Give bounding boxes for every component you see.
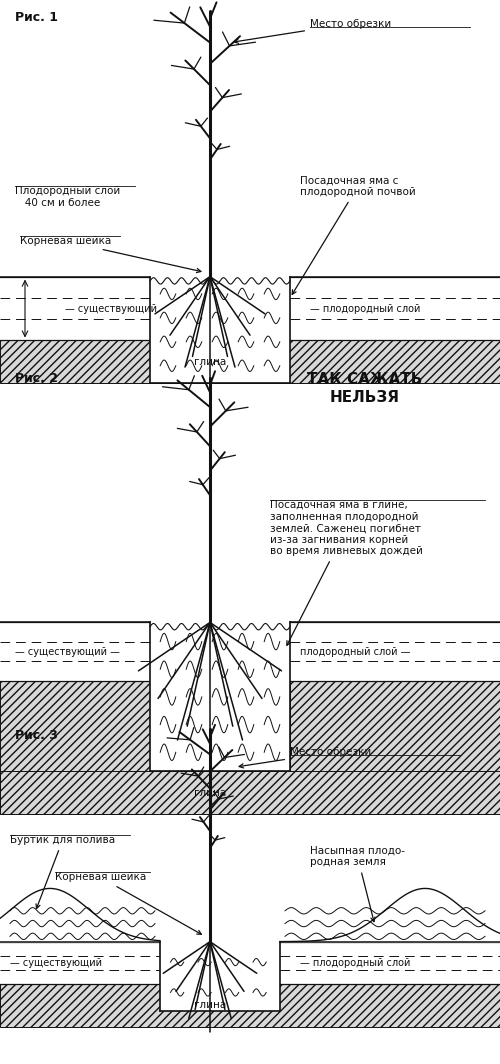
Bar	[0, 622, 150, 681]
Text: Посадочная яма в глине,
заполненная плодородной
землей. Саженец погибнет
из-за з: Посадочная яма в глине, заполненная плод…	[270, 500, 423, 646]
Bar	[0, 724, 500, 1064]
Text: — существующий —: — существующий —	[15, 647, 120, 656]
Bar	[0, 277, 150, 340]
Text: — существующий: — существующий	[65, 303, 157, 314]
Bar	[0, 771, 500, 814]
Text: плодородный слой —: плодородный слой —	[300, 647, 410, 656]
Text: Корневая шейка: Корневая шейка	[20, 236, 201, 272]
Bar	[290, 622, 500, 681]
Text: Посадочная яма с
плодородной почвой: Посадочная яма с плодородной почвой	[292, 176, 416, 295]
Bar	[0, 942, 160, 984]
Text: Место обрезки: Место обрезки	[234, 18, 391, 44]
Text: — плодородный слой: — плодородный слой	[300, 958, 410, 968]
Text: Рис. 2: Рис. 2	[15, 372, 58, 385]
Bar	[280, 942, 500, 984]
Text: глина: глина	[194, 356, 226, 367]
Text: Рис. 3: Рис. 3	[15, 729, 58, 742]
Text: Насыпная плодо-
родная земля: Насыпная плодо- родная земля	[310, 846, 405, 921]
Bar	[0, 681, 150, 814]
Bar	[150, 622, 290, 771]
Text: Место обрезки: Место обрезки	[239, 747, 371, 768]
Text: — существующий: — существующий	[10, 958, 102, 968]
Bar	[160, 942, 280, 1011]
Text: ТАК САЖАТЬ
НЕЛЬЗЯ: ТАК САЖАТЬ НЕЛЬЗЯ	[308, 372, 422, 404]
Bar	[0, 984, 500, 1027]
Text: — плодородный слой: — плодородный слой	[310, 303, 420, 314]
Bar	[290, 277, 500, 340]
Bar	[0, 0, 500, 367]
Text: Плодородный слой
   40 см и более: Плодородный слой 40 см и более	[15, 186, 120, 207]
Text: Рис. 1: Рис. 1	[15, 11, 58, 23]
Text: Буртик для полива: Буртик для полива	[10, 835, 115, 909]
Text: глина: глина	[194, 787, 226, 798]
Bar	[290, 681, 500, 814]
Text: Корневая шейка: Корневая шейка	[55, 872, 202, 934]
Bar	[0, 367, 500, 724]
Text: глина: глина	[194, 1000, 226, 1011]
Bar	[150, 277, 290, 383]
Bar	[0, 340, 500, 383]
